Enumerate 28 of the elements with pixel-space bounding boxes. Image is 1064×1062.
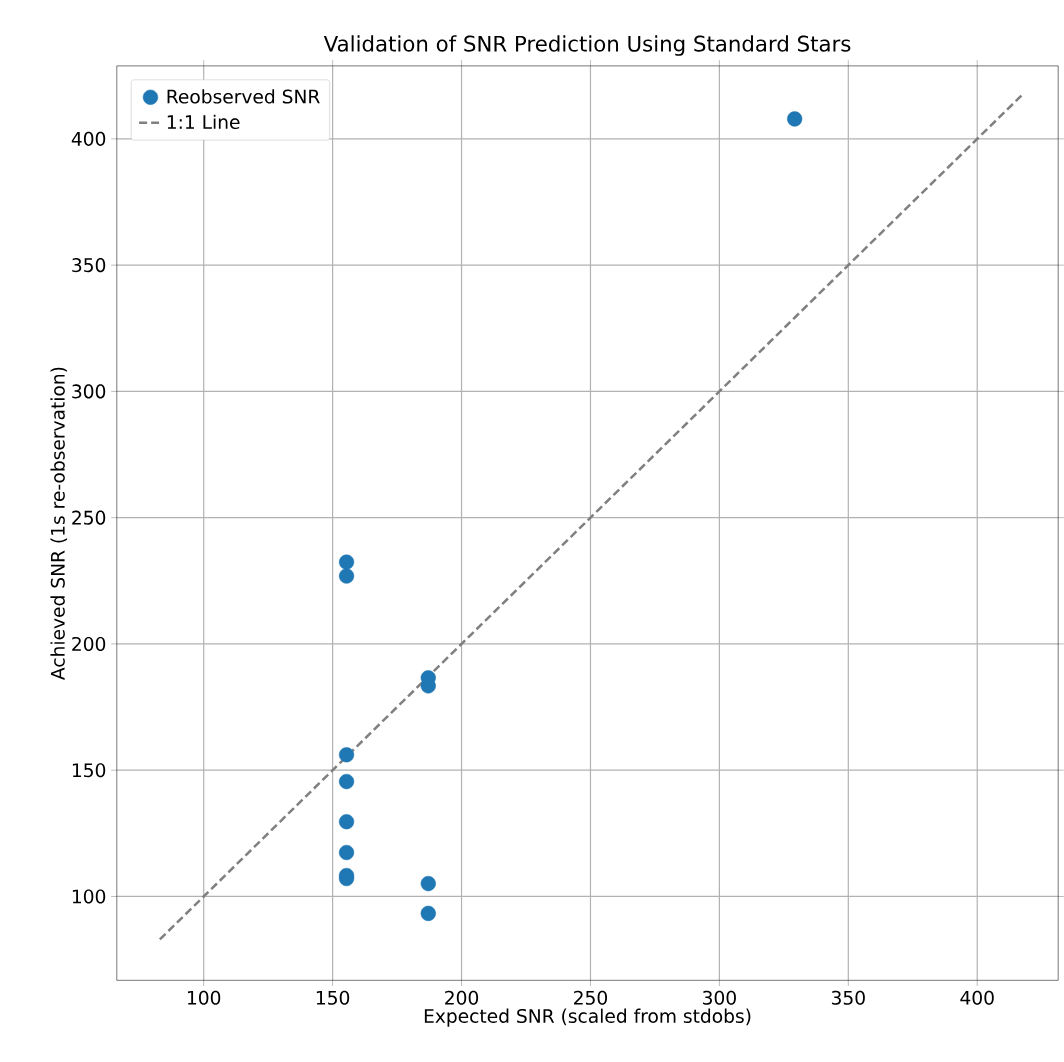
chart-title: Validation of SNR Prediction Using Standard Stars (323, 35, 851, 56)
legend-label: 1:1 Line (167, 114, 240, 129)
x-tick-label: 100 (187, 990, 221, 1005)
x-axis-title: Expected SNR (scaled from stdobs) (424, 1008, 751, 1027)
point (420, 905, 436, 921)
x-tick-label: 150 (316, 990, 350, 1005)
y-axis-title: Achieved SNR (1s re-observation) (50, 367, 68, 680)
x-tick-label: 350 (831, 990, 865, 1005)
point (338, 747, 355, 763)
point (338, 814, 355, 830)
y-tick-label: 350 (72, 257, 106, 273)
point (338, 773, 355, 790)
y-tick-label: 250 (72, 510, 106, 525)
x-tick-label: 300 (703, 990, 736, 1005)
y-tick-label: 200 (72, 636, 106, 651)
point (338, 554, 355, 570)
x-tick-label: 250 (574, 990, 608, 1005)
y-tick-label: 300 (72, 384, 106, 399)
legend-label: Reobserved SNR (167, 89, 320, 104)
x-tick-label: 400 (960, 990, 994, 1005)
y-tick-label: 400 (71, 131, 106, 146)
x-tick-label: 200 (445, 990, 479, 1005)
point (420, 875, 436, 892)
y-tick-label: 150 (72, 763, 106, 778)
point (338, 844, 355, 861)
point (787, 111, 803, 127)
y-tick-label: 100 (72, 889, 106, 904)
point (338, 568, 355, 584)
